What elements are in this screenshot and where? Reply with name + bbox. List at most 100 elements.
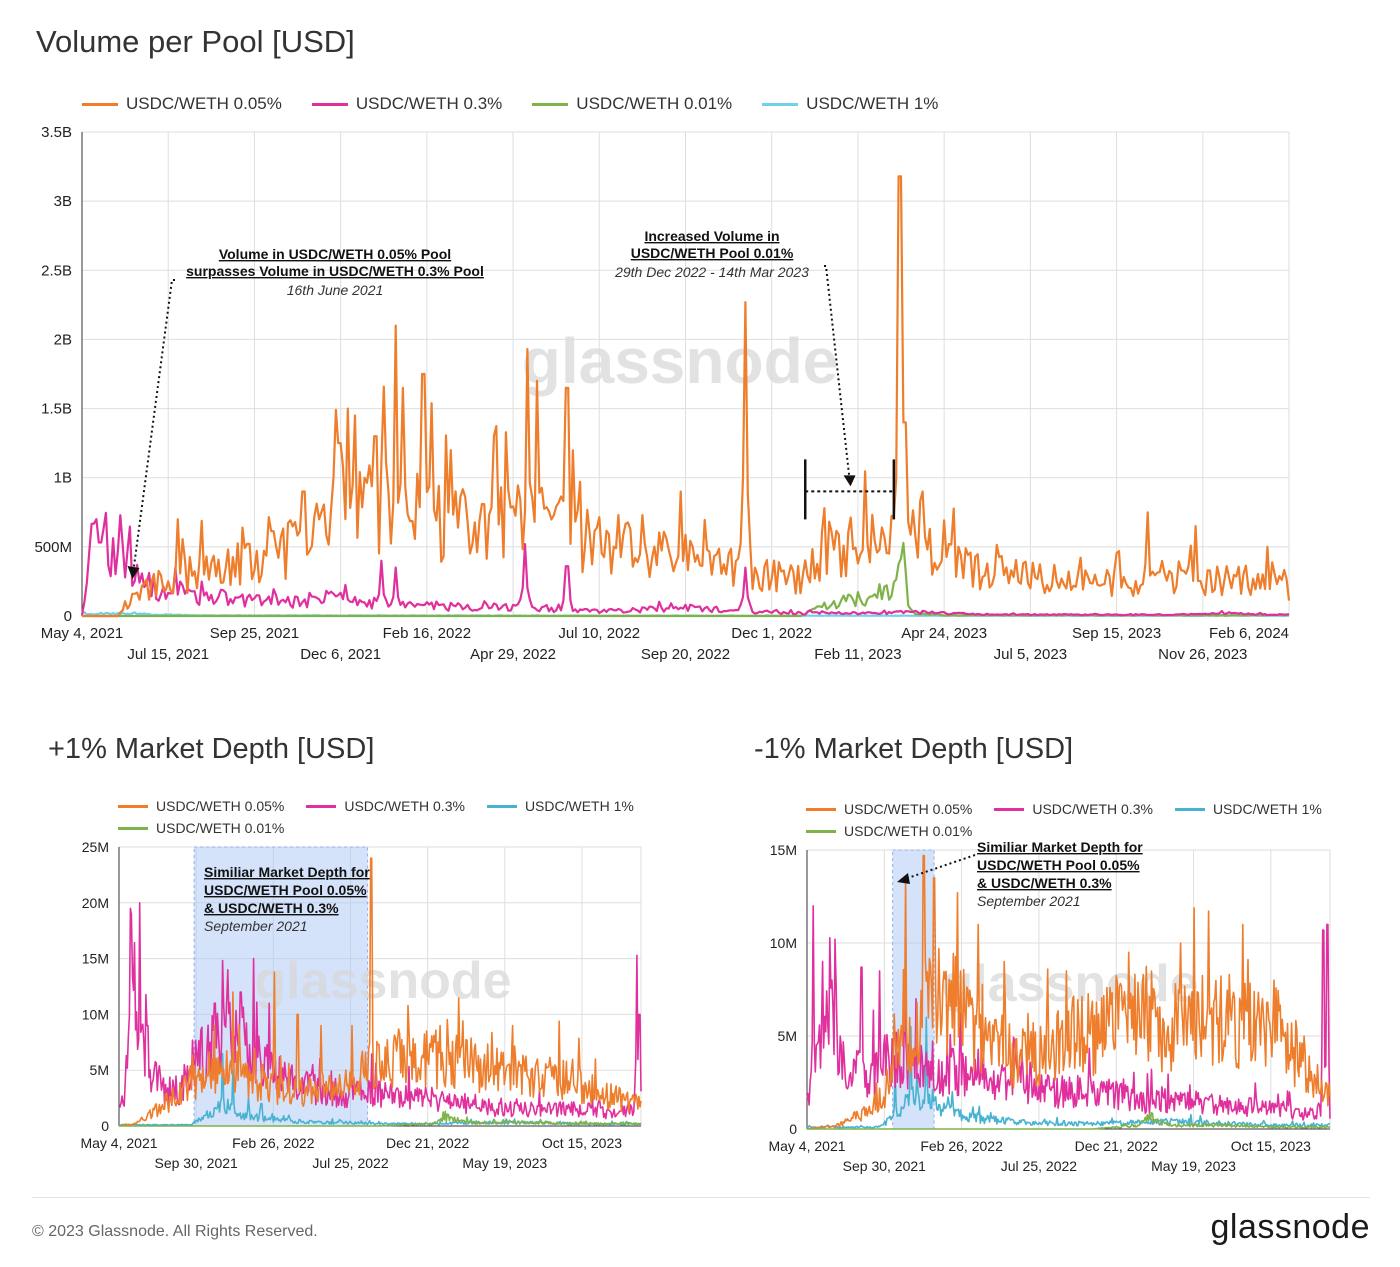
legend-item: USDC/WETH 0.3% xyxy=(306,798,465,814)
copyright-text: © 2023 Glassnode. All Rights Reserved. xyxy=(32,1223,318,1240)
legend-swatch xyxy=(994,807,1025,811)
y-tick-label: 0 xyxy=(64,608,72,625)
annotation-arrow xyxy=(824,265,851,480)
y-tick-label: 5M xyxy=(90,1062,109,1078)
legend-swatch xyxy=(806,829,836,833)
series-line xyxy=(806,854,1331,1130)
legend-label: USDC/WETH 0.3% xyxy=(344,798,465,814)
series-line xyxy=(82,175,1291,618)
annotation-line: USDC/WETH Pool 0.01% xyxy=(631,245,794,261)
y-tick-label: 25M xyxy=(82,839,109,855)
watermark: glassnode xyxy=(941,955,1198,1013)
legend-swatch xyxy=(1174,807,1205,811)
legend-item: USDC/WETH 0.01% xyxy=(806,823,972,839)
annotation-arrowhead xyxy=(897,873,910,884)
x-tick-label: Oct 15, 2023 xyxy=(542,1135,622,1151)
x-tick-label: May 19, 2023 xyxy=(462,1155,547,1171)
y-tick-label: 3.5B xyxy=(41,124,72,141)
series-line xyxy=(806,1016,1330,1129)
annotations: Similiar Market Depth for USDC/WETH Pool … xyxy=(897,839,1143,909)
annotation-subtitle: 16th June 2021 xyxy=(287,282,384,298)
x-tick-label: Dec 6, 2021 xyxy=(300,646,381,663)
annotation-line: Volume in USDC/WETH 0.05% Pool xyxy=(219,246,451,262)
y-tick-label: 3B xyxy=(54,193,72,210)
series-line xyxy=(807,1111,1331,1130)
y-tick-label: 20M xyxy=(82,895,109,911)
x-tick-label: May 19, 2023 xyxy=(1151,1158,1236,1174)
y-tick-label: 2B xyxy=(54,331,72,348)
legend-label: USDC/WETH 0.3% xyxy=(355,94,503,113)
x-tick-label: Jul 10, 2022 xyxy=(558,625,640,642)
annotation-subtitle: 29th Dec 2022 - 14th Mar 2023 xyxy=(614,264,809,280)
annotation-line: surpasses Volume in USDC/WETH 0.3% Pool xyxy=(186,263,484,279)
series-line xyxy=(118,857,642,1127)
main-chart-title: Volume per Pool [USD] xyxy=(36,24,355,59)
legend-label: USDC/WETH 1% xyxy=(1212,801,1322,817)
legend-label: USDC/WETH 0.01% xyxy=(576,94,733,113)
annotations: Volume in USDC/WETH 0.05% Poolsurpasses … xyxy=(127,228,896,580)
y-tick-label: 2.5B xyxy=(41,262,72,279)
footer-divider xyxy=(32,1197,1370,1198)
legend-label: USDC/WETH 0.05% xyxy=(126,94,282,113)
x-tick-label: Sep 25, 2021 xyxy=(210,625,299,642)
x-tick-label: Apr 24, 2023 xyxy=(901,625,987,642)
annotation-subtitle: September 2021 xyxy=(204,918,308,934)
y-tick-label: 0 xyxy=(101,1118,109,1134)
legend-label: USDC/WETH 0.01% xyxy=(156,820,285,836)
minus-depth-title: -1% Market Depth [USD] xyxy=(754,733,1074,765)
annotation-line: & USDC/WETH 0.3% xyxy=(204,900,339,916)
x-tick-label: Oct 15, 2023 xyxy=(1231,1138,1311,1154)
annotation-line: USDC/WETH Pool 0.05% xyxy=(977,857,1140,873)
legend-label: USDC/WETH 0.05% xyxy=(156,798,285,814)
series-line xyxy=(119,1110,642,1127)
y-tick-label: 10M xyxy=(82,1006,109,1022)
minus-depth-legend: USDC/WETH 0.05% USDC/WETH 0.3% USDC/WETH 1… xyxy=(806,801,1366,839)
annotation-arrowhead xyxy=(127,566,140,580)
y-tick-label: 10M xyxy=(770,935,797,951)
x-tick-label: May 4, 2021 xyxy=(80,1135,157,1151)
annotation-arrow xyxy=(904,854,976,880)
annotation-line: & USDC/WETH 0.3% xyxy=(977,875,1112,891)
legend-label: USDC/WETH 0.05% xyxy=(844,801,973,817)
x-tick-label: Sep 15, 2023 xyxy=(1072,625,1161,642)
annotation-line: Similiar Market Depth for xyxy=(204,864,370,880)
y-tick-label: 15M xyxy=(770,842,797,858)
series-line xyxy=(80,511,1290,617)
watermark: glassnode xyxy=(254,952,511,1010)
x-tick-label: Jul 5, 2023 xyxy=(994,646,1067,663)
x-tick-label: Feb 26, 2022 xyxy=(920,1138,1003,1154)
y-tick-label: 5M xyxy=(778,1028,797,1044)
annotation-arrowhead xyxy=(843,475,856,487)
y-tick-label: 0 xyxy=(789,1121,797,1137)
legend-item: USDC/WETH 0.05% xyxy=(118,798,284,814)
legend-item: USDC/WETH 0.3% xyxy=(994,801,1153,817)
annotation-subtitle: September 2021 xyxy=(977,893,1081,909)
legend-swatch xyxy=(762,102,799,106)
x-tick-label: Feb 6, 2024 xyxy=(1209,625,1289,642)
y-tick-label: 1B xyxy=(54,470,72,487)
y-tick-label: 1.5B xyxy=(41,401,72,418)
x-tick-label: Feb 16, 2022 xyxy=(383,625,471,642)
legend-item: USDC/WETH 0.01% xyxy=(532,94,732,114)
legend-swatch xyxy=(306,804,337,808)
legend-item: USDC/WETH 1% xyxy=(1174,801,1322,817)
x-tick-label: Feb 26, 2022 xyxy=(232,1135,315,1151)
minus-depth-chart: 0 5M 10M 15M May 4, 2021 Sep 30, 2021 Feb 26, … xyxy=(768,839,1331,1174)
plus-depth-chart: 0 5M 10M 15M 20M 25M May 4, 2021 Sep 30, 2021 Fe… xyxy=(80,839,642,1171)
legend-swatch xyxy=(486,804,517,808)
plus-depth-title: +1% Market Depth [USD] xyxy=(48,733,375,765)
annotation-line: Similiar Market Depth for xyxy=(977,839,1143,855)
legend-swatch xyxy=(118,826,148,830)
x-tick-label: May 4, 2021 xyxy=(41,625,124,642)
legend-item: USDC/WETH 1% xyxy=(486,798,634,814)
x-tick-label: Jul 25, 2022 xyxy=(1001,1158,1077,1174)
legend-swatch xyxy=(311,102,348,106)
legend-label: USDC/WETH 0.01% xyxy=(844,823,973,839)
plus-depth-legend: USDC/WETH 0.05% USDC/WETH 0.3% USDC/WETH 1… xyxy=(118,798,678,836)
y-tick-label: 500M xyxy=(34,539,72,556)
legend-item: USDC/WETH 0.05% xyxy=(806,801,972,817)
series-line xyxy=(806,905,1331,1121)
legend-swatch xyxy=(806,807,836,811)
x-tick-label: Dec 21, 2022 xyxy=(1075,1138,1158,1154)
x-tick-label: May 4, 2021 xyxy=(768,1138,845,1154)
